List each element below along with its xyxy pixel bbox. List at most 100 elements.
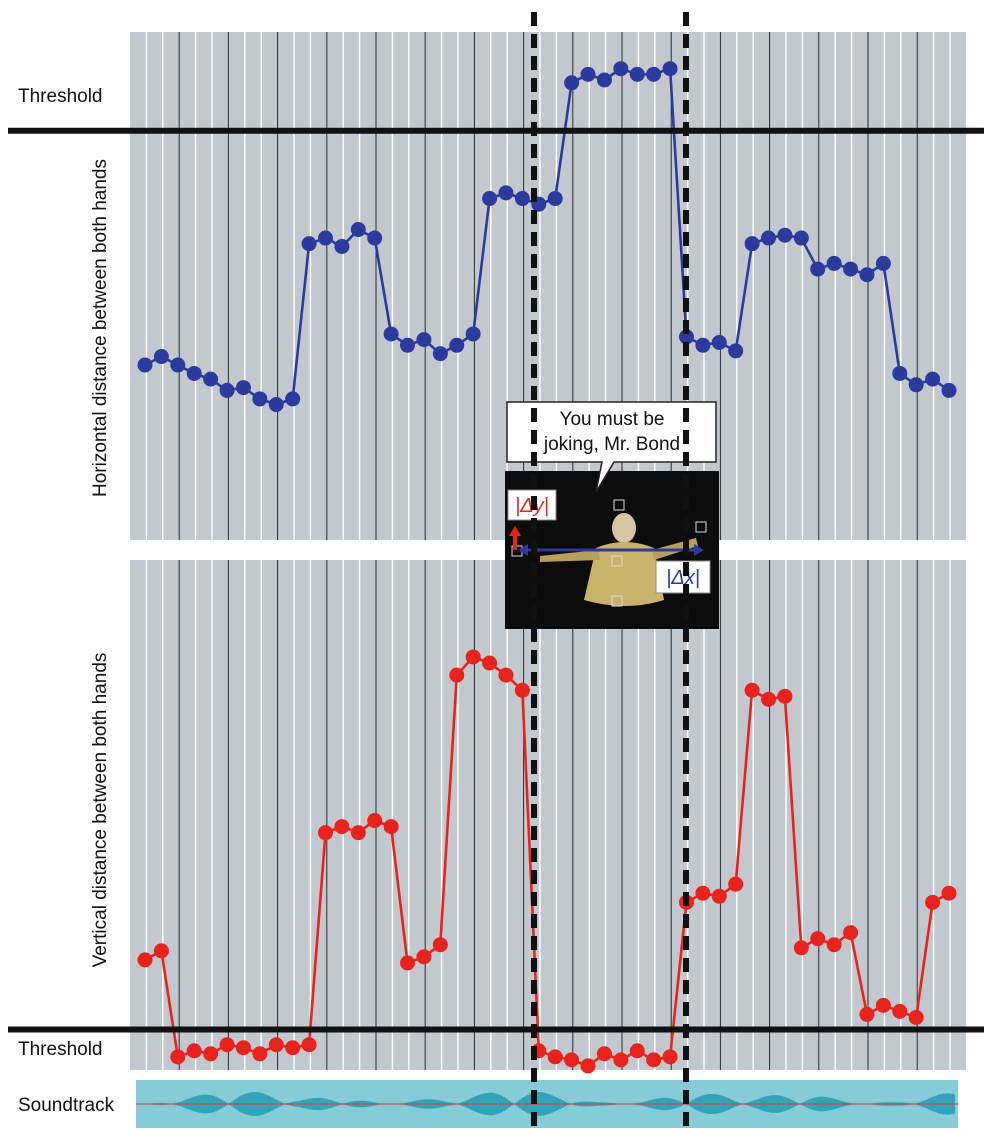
horizontal-distance-point bbox=[432, 346, 448, 362]
vertical-distance-point bbox=[432, 937, 448, 953]
bottom-panel-background bbox=[130, 560, 966, 1070]
vertical-distance-point bbox=[482, 655, 498, 671]
person-head bbox=[612, 513, 636, 543]
vertical-distance-point bbox=[925, 894, 941, 910]
horizontal-distance-point bbox=[892, 365, 908, 381]
vertical-distance-point bbox=[153, 943, 169, 959]
horizontal-distance-point bbox=[350, 222, 366, 238]
horizontal-distance-point bbox=[449, 337, 465, 353]
horizontal-distance-point bbox=[761, 230, 777, 246]
horizontal-distance-point bbox=[170, 357, 186, 373]
top-panel-background bbox=[130, 32, 966, 540]
vertical-distance-point bbox=[810, 931, 826, 947]
vertical-distance-series bbox=[137, 649, 957, 1074]
horizontal-distance-point bbox=[383, 326, 399, 342]
vertical-distance-point bbox=[875, 997, 891, 1013]
horizontal-distance-point bbox=[416, 332, 432, 348]
horizontal-distance-point bbox=[728, 343, 744, 359]
vertical-distance-point bbox=[350, 825, 366, 841]
vertical-distance-point bbox=[514, 682, 530, 698]
vertical-distance-point bbox=[203, 1046, 219, 1062]
speech-bubble: You must be joking, Mr. Bond bbox=[506, 401, 717, 493]
vertical-distance-point bbox=[564, 1052, 580, 1068]
speech-bubble-line-2: joking, Mr. Bond bbox=[543, 434, 680, 455]
vertical-distance-point bbox=[219, 1037, 235, 1053]
horizontal-distance-point bbox=[564, 75, 580, 91]
vertical-distance-point bbox=[777, 688, 793, 704]
horizontal-distance-point bbox=[334, 238, 350, 254]
vertical-distance-point bbox=[646, 1052, 662, 1068]
horizontal-distance-point bbox=[203, 371, 219, 387]
vertical-distance-point bbox=[334, 819, 350, 835]
horizontal-distance-point bbox=[925, 371, 941, 387]
vertical-distance-point bbox=[383, 819, 399, 835]
soundtrack-label: Soundtrack bbox=[18, 1095, 115, 1116]
horizontal-distance-point bbox=[482, 191, 498, 207]
horizontal-distance-point bbox=[662, 61, 678, 77]
horizontal-distance-point bbox=[137, 357, 153, 373]
delta-x-label: |Δx| bbox=[666, 567, 700, 589]
vertical-distance-point bbox=[859, 1006, 875, 1022]
horizontal-distance-point bbox=[186, 365, 202, 381]
vertical-distance-point bbox=[400, 955, 416, 971]
horizontal-distance-point bbox=[777, 227, 793, 243]
horizontal-distance-point bbox=[810, 261, 826, 277]
vertical-distance-point bbox=[285, 1040, 301, 1056]
horizontal-distance-point bbox=[498, 185, 514, 201]
horizontal-distance-point bbox=[235, 380, 251, 396]
vertical-distance-point bbox=[252, 1046, 268, 1062]
vertical-distance-point bbox=[629, 1043, 645, 1059]
horizontal-distance-point bbox=[514, 191, 530, 207]
delta-x-arrowhead-right bbox=[694, 544, 704, 556]
horizontal-distance-point bbox=[301, 236, 317, 252]
horizontal-distance-point bbox=[580, 66, 596, 82]
vertical-distance-point bbox=[580, 1058, 596, 1074]
vertical-distance-point bbox=[695, 885, 711, 901]
vertical-distance-point bbox=[170, 1049, 186, 1065]
horizontal-distance-point bbox=[859, 267, 875, 283]
horizontal-distance-point bbox=[596, 72, 612, 88]
horizontal-distance-point bbox=[252, 391, 268, 407]
y-axis-label-vertical: Vertical distance between both hands bbox=[90, 653, 111, 968]
vertical-distance-point bbox=[908, 1009, 924, 1025]
horizontal-distance-point bbox=[153, 349, 169, 365]
horizontal-distance-point bbox=[400, 337, 416, 353]
vertical-distance-point bbox=[367, 813, 383, 829]
horizontal-distance-point bbox=[268, 397, 284, 413]
vertical-distance-point bbox=[465, 649, 481, 665]
vertical-distance-point bbox=[137, 952, 153, 968]
vertical-distance-point bbox=[498, 667, 514, 683]
vertical-distance-point bbox=[416, 949, 432, 965]
horizontal-distance-point bbox=[941, 382, 957, 398]
delta-y-arrowhead bbox=[509, 526, 521, 536]
horizontal-distance-point bbox=[465, 326, 481, 342]
person-left-arm bbox=[540, 550, 600, 562]
vertical-distance-point bbox=[268, 1037, 284, 1053]
horizontal-distance-point bbox=[613, 61, 629, 77]
y-axis-label-horizontal: Horizontal distance between both hands bbox=[90, 159, 111, 497]
vertical-distance-point bbox=[317, 825, 333, 841]
horizontal-distance-point bbox=[678, 329, 694, 345]
horizontal-distance-point bbox=[908, 377, 924, 393]
threshold-label-bottom: Threshold bbox=[18, 1039, 103, 1060]
horizontal-distance-point bbox=[793, 230, 809, 246]
speech-bubble-line-1: You must be bbox=[560, 409, 665, 430]
vertical-distance-point bbox=[892, 1003, 908, 1019]
horizontal-distance-point bbox=[711, 334, 727, 350]
vertical-distance-point bbox=[941, 885, 957, 901]
horizontal-distance-point bbox=[646, 66, 662, 82]
horizontal-distance-point bbox=[695, 337, 711, 353]
horizontal-distance-point bbox=[547, 191, 563, 207]
vertical-distance-point bbox=[596, 1046, 612, 1062]
horizontal-distance-point bbox=[285, 391, 301, 407]
horizontal-distance-point bbox=[629, 66, 645, 82]
horizontal-distance-point bbox=[367, 230, 383, 246]
vertical-distance-point bbox=[301, 1037, 317, 1053]
vertical-distance-point bbox=[843, 925, 859, 941]
horizontal-distance-point bbox=[317, 230, 333, 246]
horizontal-distance-point bbox=[875, 255, 891, 271]
vertical-distance-point bbox=[744, 682, 760, 698]
vertical-distance-point bbox=[449, 667, 465, 683]
threshold-label-top: Threshold bbox=[18, 86, 103, 107]
